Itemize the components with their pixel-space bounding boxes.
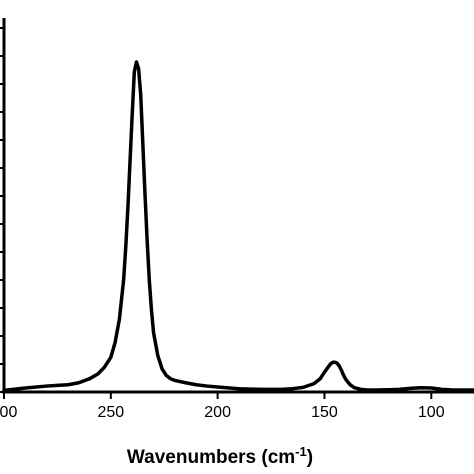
x-axis-title: Wavenumbers (cm-1) xyxy=(127,444,313,469)
x-axis-title-superscript: -1 xyxy=(295,444,307,459)
x-tick-label: 200 xyxy=(204,404,231,421)
x-axis-title-suffix: ) xyxy=(307,447,313,468)
axes xyxy=(2,18,474,394)
x-tick-label: 250 xyxy=(97,404,124,421)
spectrum-line xyxy=(2,60,474,393)
x-axis-title-main: Wavenumbers (cm xyxy=(127,447,295,468)
x-tick-label: 100 xyxy=(418,404,445,421)
x-tick-label: 150 xyxy=(311,404,338,421)
x-axis-ticks: 300 250 200 150 100 xyxy=(0,392,445,421)
plot-area xyxy=(2,60,474,393)
x-tick-label: 300 xyxy=(0,404,17,421)
y-axis-ticks xyxy=(0,27,4,393)
